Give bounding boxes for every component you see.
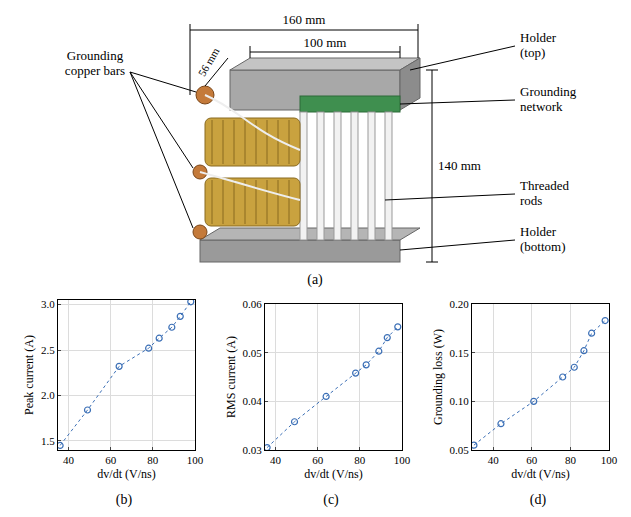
svg-text:40: 40 <box>63 454 75 466</box>
svg-text:80: 80 <box>565 454 577 466</box>
svg-text:100: 100 <box>187 454 204 466</box>
svg-text:Groundingnetwork: Groundingnetwork <box>520 84 577 114</box>
svg-text:RMS current (A): RMS current (A) <box>224 336 238 418</box>
html-text:(b): (b) <box>115 492 133 507</box>
svg-text:80: 80 <box>354 454 366 466</box>
svg-text:Holder(top): Holder(top) <box>520 30 557 60</box>
svg-text:40: 40 <box>488 454 500 466</box>
html-text:(d): (d) <box>529 492 547 507</box>
svg-text:0.04: 0.04 <box>243 395 263 407</box>
svg-text:0.05: 0.05 <box>243 347 263 359</box>
svg-text:40: 40 <box>270 454 282 466</box>
svg-text:0.05: 0.05 <box>450 444 470 456</box>
svg-text:60: 60 <box>312 454 324 466</box>
svg-text:3.0: 3.0 <box>41 298 55 310</box>
html-text:(c): (c) <box>323 492 339 507</box>
svg-text:0.06: 0.06 <box>243 298 263 310</box>
svg-text:56 mm: 56 mm <box>196 45 222 78</box>
svg-text:dv/dt (V/ns): dv/dt (V/ns) <box>511 467 569 481</box>
svg-text:100: 100 <box>601 454 618 466</box>
svg-text:Grounding loss (W): Grounding loss (W) <box>431 329 445 425</box>
svg-text:Peak current (A): Peak current (A) <box>22 335 36 415</box>
svg-text:2.5: 2.5 <box>41 344 55 356</box>
svg-text:1.5: 1.5 <box>41 435 55 447</box>
svg-text:60: 60 <box>105 454 117 466</box>
svg-text:(a): (a) <box>307 272 323 288</box>
svg-text:dv/dt (V/ns): dv/dt (V/ns) <box>97 467 155 481</box>
svg-text:Holder(bottom): Holder(bottom) <box>520 224 566 254</box>
svg-text:0.10: 0.10 <box>450 395 470 407</box>
svg-text:Groundingcopper bars: Groundingcopper bars <box>65 48 125 78</box>
svg-text:140 mm: 140 mm <box>438 158 481 173</box>
svg-text:0.15: 0.15 <box>450 347 470 359</box>
svg-text:dv/dt (V/ns): dv/dt (V/ns) <box>304 467 362 481</box>
svg-text:160 mm: 160 mm <box>283 12 326 27</box>
svg-text:80: 80 <box>147 454 159 466</box>
svg-text:Threadedrods: Threadedrods <box>520 178 570 208</box>
svg-text:100 mm: 100 mm <box>304 35 347 50</box>
svg-text:0.03: 0.03 <box>243 444 263 456</box>
svg-text:0.20: 0.20 <box>450 298 470 310</box>
svg-text:2.0: 2.0 <box>41 389 55 401</box>
svg-text:60: 60 <box>526 454 538 466</box>
svg-text:100: 100 <box>394 454 411 466</box>
